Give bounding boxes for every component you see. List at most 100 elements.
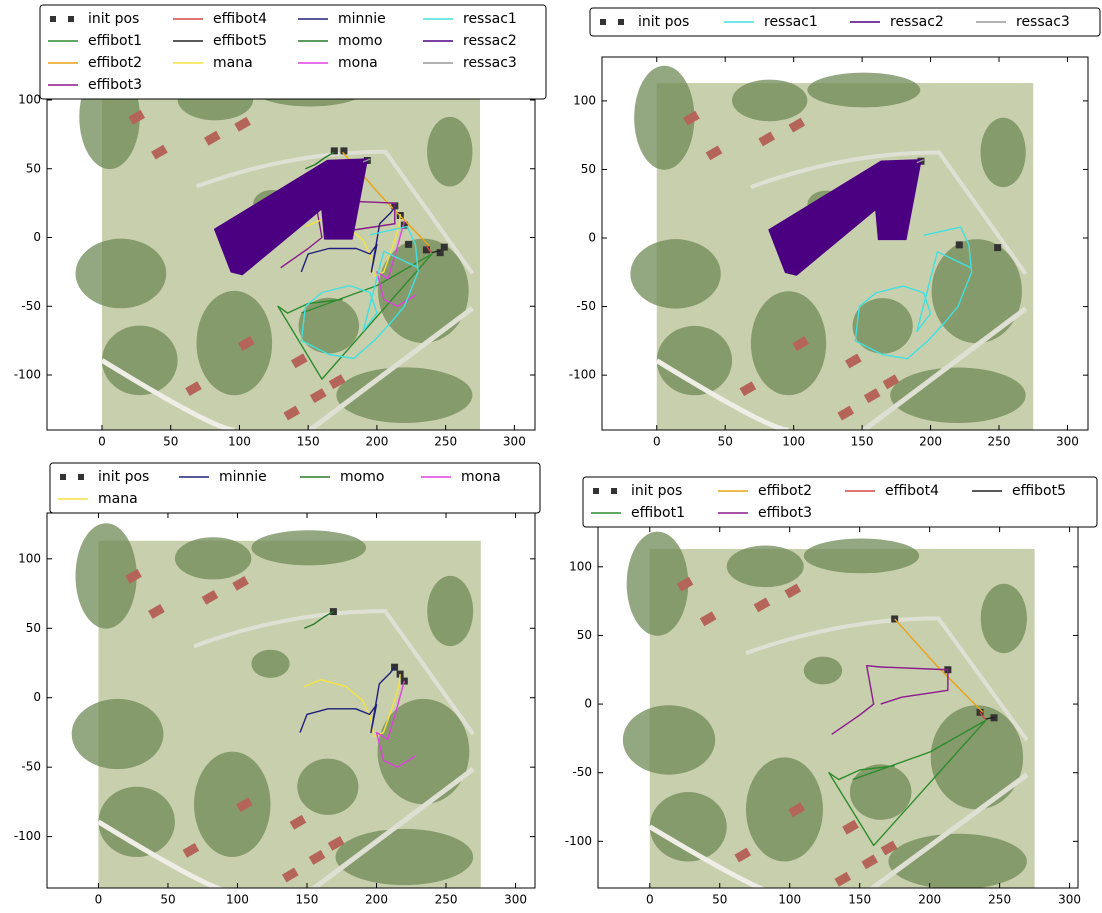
legend-label: effibot5 xyxy=(1012,483,1066,499)
x-tick-label: 200 xyxy=(365,893,388,907)
x-tick-label: 300 xyxy=(1056,435,1079,449)
legend-swatch xyxy=(78,474,84,480)
trajectory xyxy=(299,666,396,734)
trajectory xyxy=(985,717,995,720)
legend-label: effibot1 xyxy=(631,505,685,521)
y-tick-label: 50 xyxy=(577,628,592,642)
init-marker xyxy=(340,147,348,155)
plot-area xyxy=(630,65,1034,430)
legend: init pos effibot1 effibot2 effibot3 effibot4… xyxy=(39,4,547,100)
x-tick-label: 0 xyxy=(653,435,661,449)
x-tick-label: 0 xyxy=(646,893,654,907)
legend-box xyxy=(39,4,547,100)
axes-frame xyxy=(601,56,1089,431)
trajectory xyxy=(300,225,419,360)
trajectory xyxy=(894,618,984,713)
x-tick-label: 50 xyxy=(160,893,175,907)
y-tick-label: 100 xyxy=(569,559,592,573)
x-tick-label: 150 xyxy=(848,893,871,907)
aerial-image xyxy=(630,65,1034,430)
legend-label: mona xyxy=(338,55,378,71)
x-tick-label: 250 xyxy=(988,893,1011,907)
trajectory xyxy=(376,220,416,307)
x-tick-label: 250 xyxy=(988,435,1011,449)
aerial-image xyxy=(622,531,1035,888)
trajectory-area xyxy=(214,158,368,276)
legend-swatch xyxy=(50,16,56,22)
init-marker xyxy=(994,244,1002,252)
y-tick-label: 0 xyxy=(584,697,592,711)
legend-label: effibot4 xyxy=(885,483,939,499)
legend-label: effibot2 xyxy=(758,483,812,499)
x-tick-label: 200 xyxy=(918,893,941,907)
legend-label: effibot3 xyxy=(758,505,812,521)
x-tick-label: 50 xyxy=(163,435,178,449)
y-tick-label: 0 xyxy=(33,230,41,244)
plot-area xyxy=(622,531,1035,888)
legend-label: ressac2 xyxy=(890,14,944,30)
legend-label: minnie xyxy=(219,469,267,485)
x-tick-label: 250 xyxy=(435,893,458,907)
legend-label: mona xyxy=(461,469,501,485)
trajectory xyxy=(831,664,949,735)
legend-label: effibot1 xyxy=(88,33,142,49)
trajectory xyxy=(277,253,433,380)
legend-label: effibot3 xyxy=(88,77,142,93)
legend-label: ressac1 xyxy=(764,14,818,30)
legend: init pos mana minnie momo mona xyxy=(49,462,541,514)
trajectory xyxy=(280,198,396,269)
init-marker xyxy=(440,243,448,251)
subplot: 0 50 100 150 200 250 300 -100 -50 0 50 100 init pos r… xyxy=(569,7,1101,449)
trajectory xyxy=(362,158,371,163)
y-tick-label: 100 xyxy=(18,551,41,565)
legend-label: minnie xyxy=(338,11,386,27)
legend-swatch xyxy=(618,19,624,25)
y-tick-label: 50 xyxy=(581,162,596,176)
legend-label: init pos xyxy=(98,469,149,485)
trajectory xyxy=(305,151,335,170)
trajectory xyxy=(431,250,441,254)
x-tick-label: 100 xyxy=(778,893,801,907)
legend-label: mana xyxy=(213,55,253,71)
x-tick-label: 300 xyxy=(1058,893,1081,907)
legend-label: init pos xyxy=(88,11,139,27)
legend-swatch xyxy=(611,488,617,494)
x-tick-label: 0 xyxy=(95,893,103,907)
y-tick-label: -100 xyxy=(14,829,41,843)
legend-swatch xyxy=(68,16,74,22)
legend-label: effibot2 xyxy=(88,55,142,71)
aerial-image xyxy=(71,523,481,888)
trajectory xyxy=(425,245,433,254)
x-tick-label: 200 xyxy=(365,435,388,449)
plot-area xyxy=(71,523,481,888)
legend-label: ressac3 xyxy=(1016,14,1070,30)
x-tick-label: 100 xyxy=(226,893,249,907)
legend-label: init pos xyxy=(631,483,682,499)
legend-box xyxy=(49,462,541,514)
trajectory xyxy=(979,711,987,720)
legend-label: momo xyxy=(338,33,382,49)
init-marker xyxy=(422,246,430,254)
trajectory xyxy=(828,719,987,847)
y-tick-label: -50 xyxy=(572,765,592,779)
trajectory xyxy=(300,206,396,273)
trajectory-area xyxy=(768,159,922,276)
y-tick-label: 50 xyxy=(26,161,41,175)
init-marker xyxy=(330,147,338,155)
trajectory xyxy=(916,159,924,164)
init-marker xyxy=(955,241,963,249)
legend-label: effibot5 xyxy=(213,33,267,49)
init-marker xyxy=(436,249,444,257)
x-tick-label: 200 xyxy=(919,435,942,449)
x-tick-label: 50 xyxy=(718,435,733,449)
trajectory xyxy=(303,611,334,629)
trajectory xyxy=(375,680,416,768)
y-tick-label: -50 xyxy=(21,299,41,313)
legend-label: ressac1 xyxy=(463,11,517,27)
legend-label: ressac3 xyxy=(463,55,517,71)
legend-box xyxy=(582,476,1098,528)
subplot: 0 50 100 150 200 250 300 -100 -50 0 50 100 init pos e… xyxy=(565,476,1098,907)
legend: init pos ressac1 ressac2 ressac3 xyxy=(589,7,1101,37)
y-tick-label: -50 xyxy=(21,760,41,774)
